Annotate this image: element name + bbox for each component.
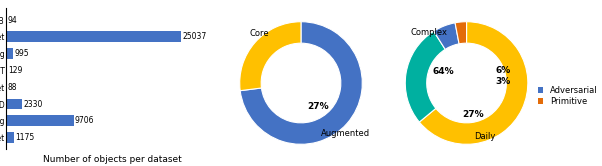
Legend: Adversarial, Primitive: Adversarial, Primitive [538,86,598,106]
Bar [6,115,74,126]
Bar [6,15,7,26]
Bar [6,65,7,76]
Text: 27%: 27% [462,110,483,119]
Bar [6,99,22,109]
Bar [6,82,7,93]
Text: 3%: 3% [495,77,511,86]
Text: 1175: 1175 [15,133,34,142]
Wedge shape [455,22,467,44]
Text: 9706: 9706 [75,116,95,125]
Wedge shape [240,22,301,91]
Text: Complex: Complex [410,28,447,37]
Text: 25037: 25037 [182,32,206,42]
Text: 27%: 27% [308,102,329,111]
Bar [6,32,181,42]
Text: 94: 94 [8,16,17,25]
Text: 88: 88 [8,83,17,92]
Wedge shape [420,22,528,144]
Text: 64%: 64% [432,67,454,77]
Text: 6%: 6% [495,66,511,75]
Text: Augmented: Augmented [321,129,370,138]
Bar [6,48,13,59]
Wedge shape [405,31,445,122]
Wedge shape [433,23,459,49]
Wedge shape [240,22,362,144]
Text: Core: Core [249,30,269,39]
Text: 129: 129 [8,66,22,75]
X-axis label: Number of objects per dataset: Number of objects per dataset [43,155,182,164]
Text: 995: 995 [14,49,29,58]
Bar [6,132,14,143]
Text: 73%: 73% [267,71,288,80]
Text: Daily: Daily [474,132,495,141]
Text: 2330: 2330 [23,99,43,109]
